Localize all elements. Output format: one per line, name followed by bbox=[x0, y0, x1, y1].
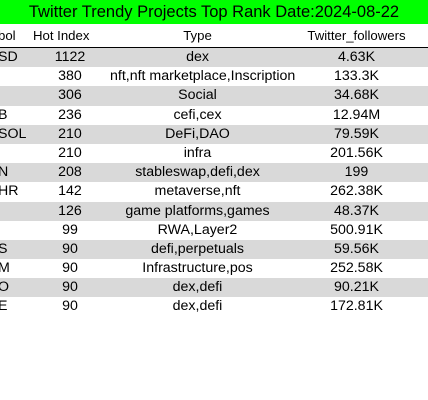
cell-hot-index: 1122 bbox=[54, 49, 86, 65]
cell-symbol: E bbox=[0, 298, 8, 315]
cell-symbol bbox=[0, 202, 28, 221]
header-hot-index: Hot Index bbox=[33, 28, 90, 43]
cell-twitter-followers: 4.63K bbox=[337, 49, 376, 65]
cell-hot-index: 90 bbox=[62, 279, 78, 296]
cell-twitter-followers: 12.94M bbox=[332, 106, 381, 123]
table-row: HR 142 metaverse,nft 262.38K bbox=[0, 182, 428, 201]
table-row: N 208 stableswap,defi,dex 199 bbox=[0, 163, 428, 183]
cell-twitter-followers: 500.91K bbox=[330, 221, 383, 238]
table-header-row: bol Hot Index Type Twitter_followers bbox=[0, 24, 428, 48]
table-row: S 90 defi,perpetuals 59.56K bbox=[0, 239, 428, 260]
cell-twitter-followers: 199 bbox=[344, 164, 369, 181]
cell-type: metaverse,nft bbox=[154, 183, 241, 200]
cell-twitter-followers: 34.68K bbox=[334, 87, 379, 104]
cell-hot-index: 210 bbox=[58, 144, 82, 161]
table-row: SOL 210 DeFi,DAO 79.59K bbox=[0, 124, 428, 144]
cell-twitter-followers: 79.59K bbox=[334, 125, 379, 142]
cell-twitter-followers: 48.37K bbox=[334, 202, 379, 219]
cell-type: Infrastructure,pos bbox=[142, 260, 253, 277]
table-row: O 90 dex,defi 90.21K bbox=[0, 278, 428, 298]
cell-symbol bbox=[0, 67, 28, 86]
table-title: Twitter Trendy Projects Top Rank Date:20… bbox=[0, 0, 428, 24]
cell-type: nft,nft marketplace,Inscription bbox=[110, 68, 296, 85]
cell-hot-index: 90 bbox=[62, 260, 78, 277]
cell-type: defi,perpetuals bbox=[150, 240, 245, 257]
table-row: 306 Social 34.68K bbox=[0, 86, 428, 106]
cell-twitter-followers: 252.58K bbox=[330, 260, 383, 277]
cell-hot-index: 99 bbox=[62, 221, 78, 238]
cell-symbol: SD bbox=[0, 49, 18, 65]
cell-symbol: HR bbox=[0, 183, 19, 200]
header-type: Type bbox=[183, 28, 212, 43]
cell-symbol: SOL bbox=[0, 125, 27, 142]
cell-hot-index: 90 bbox=[62, 240, 78, 257]
cell-twitter-followers: 262.38K bbox=[330, 183, 383, 200]
cell-symbol bbox=[0, 221, 28, 240]
cell-twitter-followers: 172.81K bbox=[330, 298, 383, 315]
cell-hot-index: 208 bbox=[58, 164, 82, 181]
table-row: 126 game platforms,games 48.37K bbox=[0, 201, 428, 221]
cell-symbol: N bbox=[0, 164, 9, 181]
cell-hot-index: 236 bbox=[58, 106, 82, 123]
cell-type: game platforms,games bbox=[125, 202, 270, 219]
cell-type: cefi,cex bbox=[173, 106, 222, 123]
cell-type: dex,defi bbox=[172, 279, 223, 296]
cell-type: dex,defi bbox=[172, 298, 223, 315]
cell-hot-index: 380 bbox=[58, 68, 82, 85]
cell-symbol bbox=[0, 144, 28, 163]
header-twitter-followers: Twitter_followers bbox=[307, 28, 406, 43]
table-row: 210 infra 201.56K bbox=[0, 144, 428, 163]
table-row: 380 nft,nft marketplace,Inscription 133.… bbox=[0, 67, 428, 86]
cell-type: RWA,Layer2 bbox=[157, 221, 238, 238]
cell-symbol: M bbox=[0, 260, 10, 277]
cell-symbol: S bbox=[0, 240, 8, 257]
rank-table: bol Hot Index Type Twitter_followers SD … bbox=[0, 24, 428, 317]
cell-type: infra bbox=[183, 144, 212, 161]
cell-hot-index: 210 bbox=[58, 125, 82, 142]
cell-symbol bbox=[0, 86, 28, 105]
cell-hot-index: 126 bbox=[58, 202, 82, 219]
cell-symbol: B bbox=[0, 106, 8, 123]
cell-twitter-followers: 59.56K bbox=[334, 240, 379, 257]
cell-type: dex bbox=[186, 49, 209, 65]
table-row: E 90 dex,defi 172.81K bbox=[0, 297, 428, 316]
cell-twitter-followers: 90.21K bbox=[334, 279, 379, 296]
table-row: 99 RWA,Layer2 500.91K bbox=[0, 221, 428, 240]
cell-twitter-followers: 133.3K bbox=[334, 68, 379, 85]
cell-twitter-followers: 201.56K bbox=[330, 144, 383, 161]
cell-symbol: O bbox=[0, 279, 10, 296]
header-symbol: bol bbox=[0, 28, 16, 43]
cell-type: stableswap,defi,dex bbox=[135, 164, 260, 181]
table-row: B 236 cefi,cex 12.94M bbox=[0, 106, 428, 125]
table-row: SD 1122 dex 4.63K bbox=[0, 48, 428, 68]
cell-hot-index: 90 bbox=[62, 298, 78, 315]
cell-hot-index: 142 bbox=[58, 183, 82, 200]
cell-type: Social bbox=[178, 87, 217, 104]
cell-type: DeFi,DAO bbox=[165, 125, 230, 142]
cell-hot-index: 306 bbox=[58, 87, 82, 104]
table-row: M 90 Infrastructure,pos 252.58K bbox=[0, 259, 428, 278]
